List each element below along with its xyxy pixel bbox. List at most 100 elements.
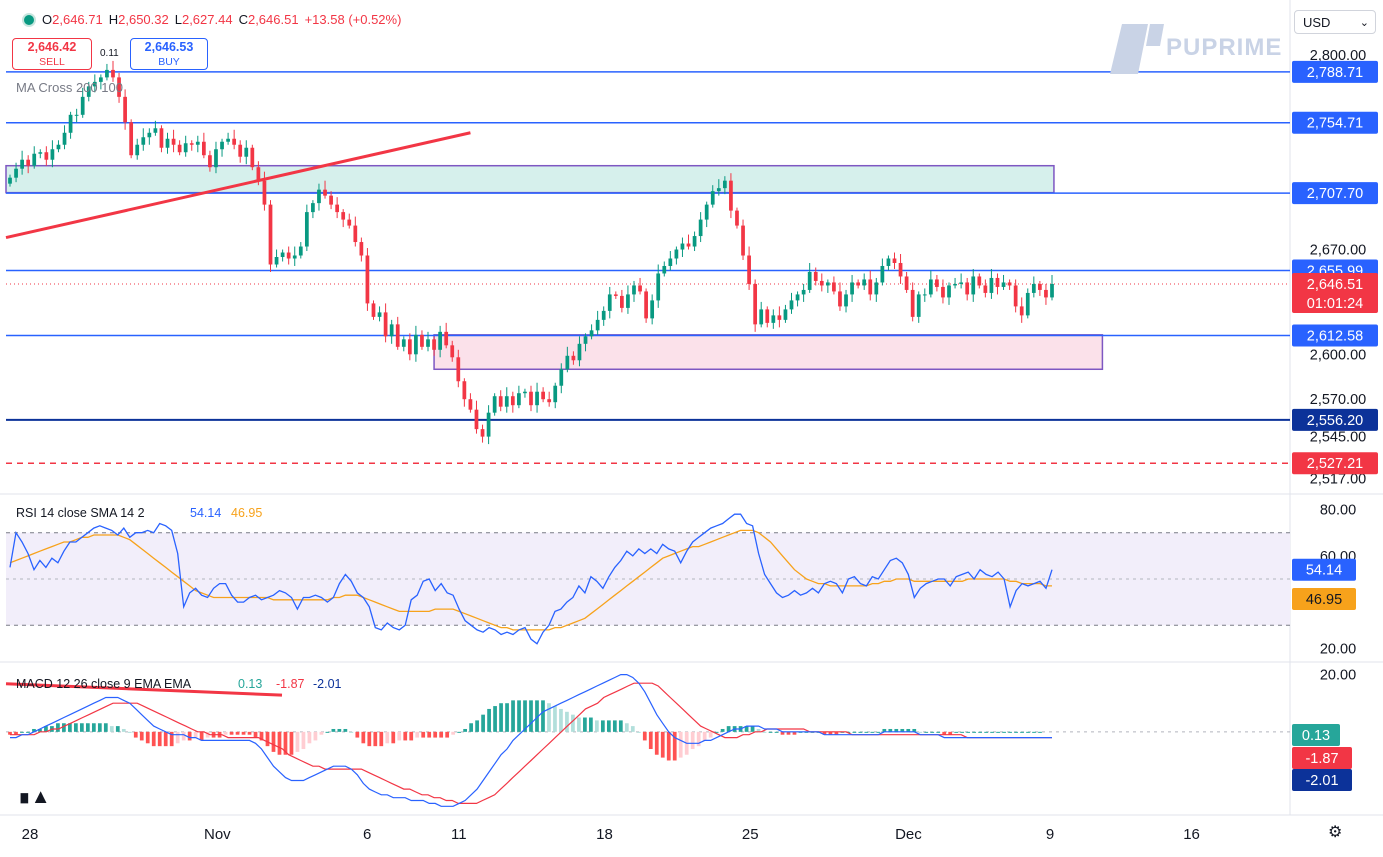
candle-body bbox=[438, 331, 442, 350]
macd-histogram-bar bbox=[385, 731, 390, 744]
last-price-label: 2,646.51 bbox=[1307, 277, 1363, 293]
macd-histogram-bar bbox=[720, 728, 725, 732]
macd-histogram-bar bbox=[828, 731, 833, 735]
candle-body bbox=[226, 138, 230, 142]
macd-histogram-bar bbox=[463, 728, 467, 732]
candle-body bbox=[795, 294, 800, 301]
price-tick-label: 2,545.00 bbox=[1310, 430, 1366, 446]
candle-body bbox=[323, 189, 327, 196]
candle-body bbox=[444, 331, 449, 346]
candle-body bbox=[844, 294, 848, 307]
macd-title: MACD 12 26 close 9 EMA EMA bbox=[16, 677, 192, 691]
candle-body bbox=[650, 300, 655, 319]
macd-histogram-bar bbox=[133, 731, 138, 738]
candle-body bbox=[686, 243, 691, 247]
macd-histogram-bar bbox=[56, 723, 60, 732]
candle-body bbox=[589, 330, 594, 337]
candle-body bbox=[1044, 289, 1048, 298]
ma-cross-label[interactable]: MA Cross 200 100 bbox=[16, 80, 123, 95]
countdown-label: 01:01:24 bbox=[1307, 296, 1363, 312]
candle-body bbox=[965, 282, 970, 295]
candle-body bbox=[165, 138, 170, 148]
candle-body bbox=[317, 189, 321, 204]
candle-body bbox=[971, 276, 976, 295]
macd-histogram-bar bbox=[1038, 731, 1042, 733]
macd-histogram-bar bbox=[612, 720, 617, 732]
settings-icon[interactable]: ⚙ bbox=[1328, 824, 1343, 841]
candle-body bbox=[304, 212, 309, 247]
macd-histogram-bar bbox=[487, 708, 491, 732]
macd-histogram-bar bbox=[595, 720, 599, 732]
candle-body bbox=[135, 144, 140, 156]
macd-histogram-bar bbox=[163, 731, 168, 747]
candle-body bbox=[220, 141, 224, 150]
price-tick-label: 2,600.00 bbox=[1310, 347, 1366, 363]
sell-price: 2,646.42 bbox=[27, 40, 77, 54]
level-tag-label: 2,556.20 bbox=[1307, 413, 1363, 429]
macd-histogram-bar bbox=[367, 731, 372, 747]
macd-histogram-bar bbox=[768, 731, 773, 733]
macd-histogram-bar bbox=[379, 731, 384, 747]
macd-hist-legend-value: 0.13 bbox=[238, 677, 262, 691]
macd-histogram-bar bbox=[1008, 731, 1012, 733]
candle-body bbox=[977, 276, 982, 286]
candle-body bbox=[1019, 306, 1024, 316]
candle-body bbox=[547, 399, 552, 403]
candle-body bbox=[607, 294, 612, 311]
candle-body bbox=[953, 283, 957, 286]
brand-mark-icon bbox=[1110, 24, 1164, 74]
candle-body bbox=[959, 282, 963, 284]
macd-histogram-bar bbox=[511, 700, 515, 732]
price-tick-label: 2,670.00 bbox=[1310, 243, 1366, 259]
candle-body bbox=[832, 282, 836, 292]
candle-body bbox=[177, 144, 182, 153]
candle-body bbox=[856, 282, 861, 286]
candle-body bbox=[577, 343, 582, 361]
buy-button[interactable]: 2,646.53 BUY bbox=[130, 38, 208, 70]
macd-histogram-bar bbox=[475, 720, 479, 732]
rsi-band bbox=[6, 532, 1290, 626]
trend-line bbox=[5, 131, 471, 240]
macd-histogram-bar bbox=[888, 728, 893, 732]
ohlc-change: +13.58 (+0.52%) bbox=[304, 12, 402, 27]
macd-histogram-bar bbox=[648, 731, 653, 750]
time-tick-label: 25 bbox=[742, 826, 759, 843]
sell-button[interactable]: 2,646.42 SELL bbox=[12, 38, 92, 70]
candle-body bbox=[44, 152, 49, 160]
candle-body bbox=[486, 412, 491, 437]
candle-body bbox=[1007, 282, 1012, 286]
macd-line-label: -2.01 bbox=[1305, 773, 1338, 789]
macd-histogram-bar bbox=[954, 731, 959, 733]
macd-histogram-bar bbox=[355, 731, 360, 738]
candle-body bbox=[838, 291, 842, 307]
macd-histogram-bar bbox=[373, 731, 378, 747]
candle-body bbox=[710, 191, 715, 205]
time-tick-label: Nov bbox=[204, 826, 231, 843]
macd-histogram-bar bbox=[714, 731, 719, 733]
candle-body bbox=[32, 153, 37, 166]
macd-histogram-bar bbox=[1032, 731, 1036, 733]
tradingview-logo-icon[interactable]: ∎▲ bbox=[18, 786, 51, 808]
candle-body bbox=[268, 204, 273, 265]
candle-body bbox=[92, 81, 97, 87]
rsi-title: RSI 14 close SMA 14 2 bbox=[16, 506, 145, 520]
candle-body bbox=[880, 265, 885, 283]
level-tag-label: 2,788.71 bbox=[1307, 65, 1363, 81]
currency-select[interactable]: USD ⌄ bbox=[1294, 10, 1376, 34]
macd-hist-tag bbox=[1292, 724, 1340, 746]
candle-body bbox=[765, 309, 770, 323]
rsi-value-tag bbox=[1292, 558, 1356, 581]
candle-body bbox=[638, 285, 642, 292]
candle-body bbox=[123, 96, 127, 123]
macd-histogram-bar bbox=[445, 731, 450, 738]
macd-histogram-bar bbox=[936, 731, 941, 733]
macd-histogram-bar bbox=[181, 731, 186, 741]
candle-body bbox=[644, 291, 648, 319]
macd-histogram-bar bbox=[984, 731, 988, 733]
macd-histogram-bar bbox=[91, 723, 96, 732]
macd-histogram-bar bbox=[241, 731, 246, 735]
macd-histogram-bar bbox=[978, 731, 983, 733]
candle-body bbox=[359, 242, 364, 256]
macd-histogram-bar bbox=[942, 731, 947, 735]
